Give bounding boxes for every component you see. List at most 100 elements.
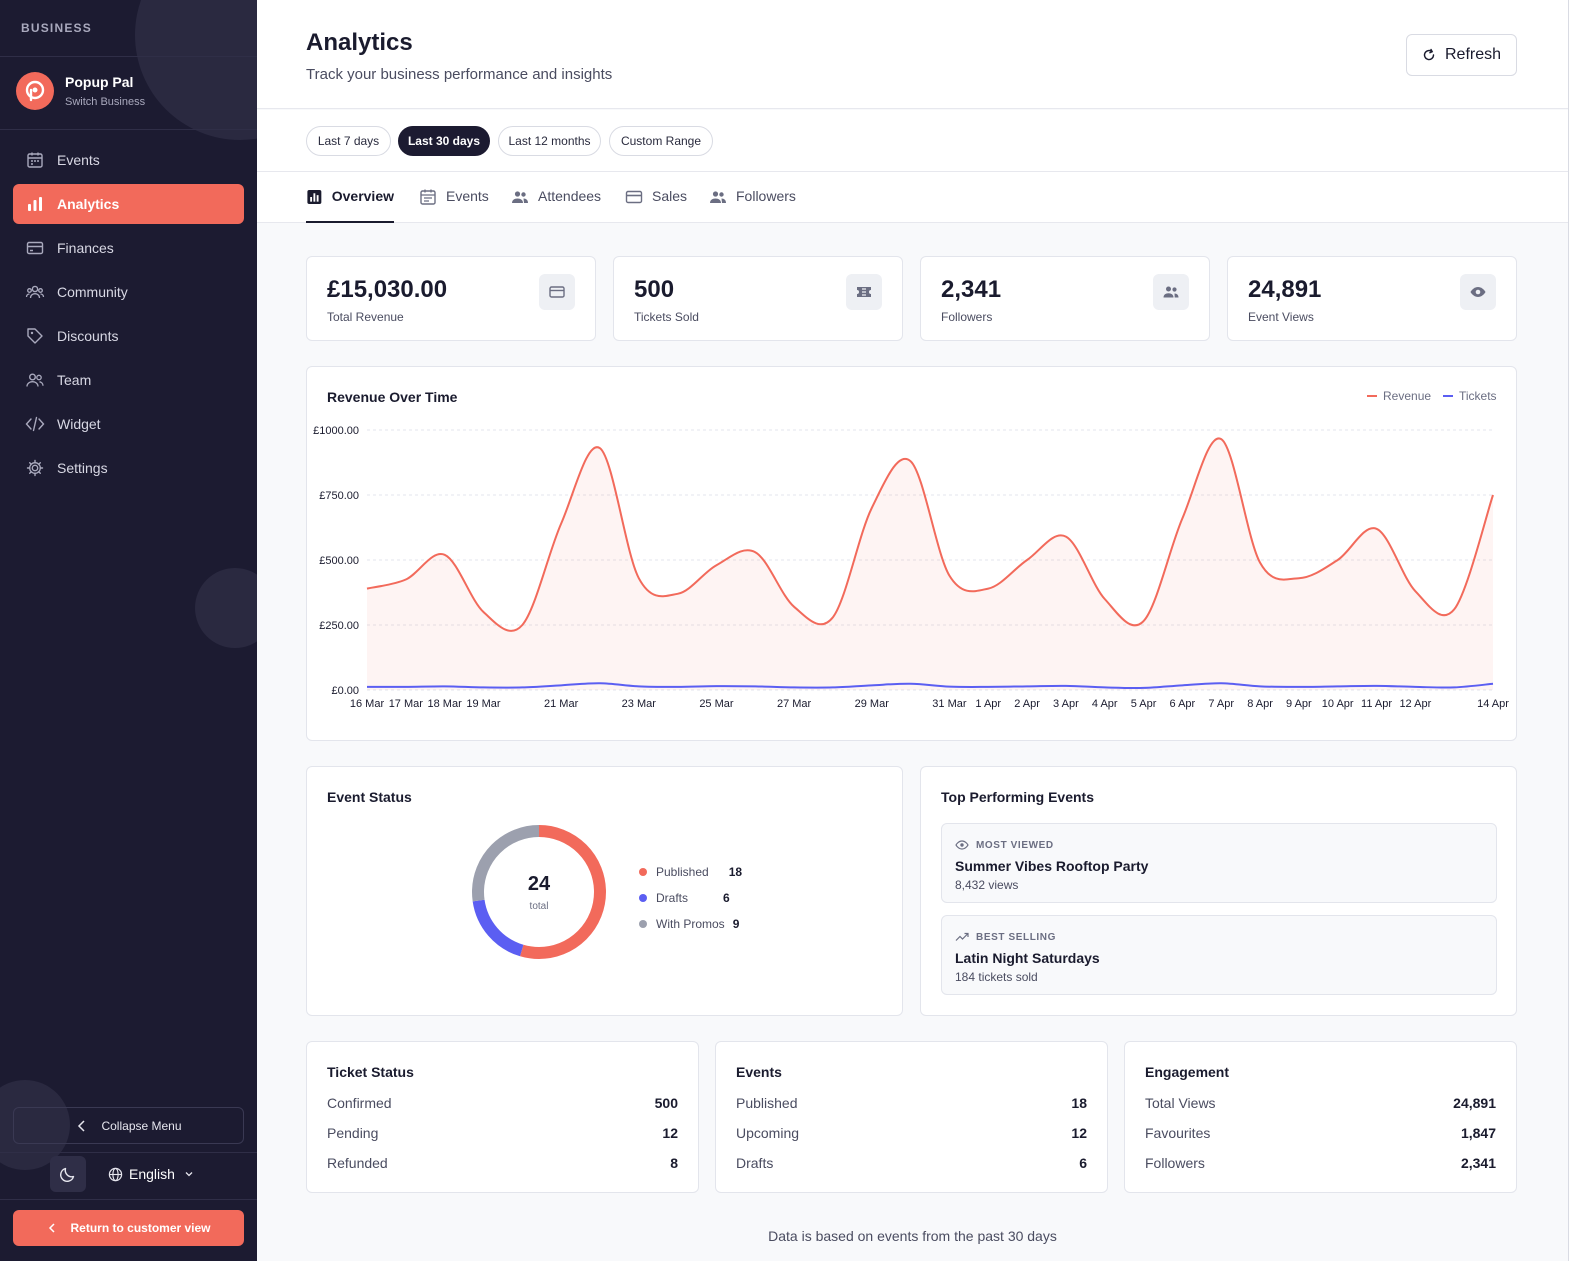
sidebar-item-team[interactable]: Team — [13, 360, 244, 400]
sidebar-item-widget[interactable]: Widget — [13, 404, 244, 444]
event-status-donut — [472, 825, 606, 959]
top-event-metric: 184 tickets sold — [955, 970, 1038, 984]
x-tick-label: 29 Mar — [855, 698, 890, 710]
x-tick-label: 17 Mar — [389, 698, 424, 710]
calendar-icon — [420, 189, 436, 205]
tab-followers[interactable]: Followers — [709, 188, 796, 223]
globe-icon — [108, 1167, 123, 1181]
refresh-button[interactable]: Refresh — [1406, 34, 1517, 76]
window-edge — [1568, 0, 1575, 1261]
tab-label: Attendees — [538, 188, 602, 204]
collapse-menu-button[interactable]: Collapse Menu — [13, 1107, 244, 1144]
return-to-customer-view-button[interactable]: Return to customer view — [13, 1210, 244, 1246]
sidebar-item-settings[interactable]: Settings — [13, 448, 244, 488]
tickets-line — [366, 682, 1494, 690]
chevron-left-icon — [78, 1119, 85, 1132]
tab-label: Sales — [652, 188, 688, 204]
donut-total-label: total — [529, 901, 549, 912]
top-event-name: Latin Night Saturdays — [955, 950, 1100, 966]
decorative-circle — [135, 0, 257, 140]
sidebar-section-label: BUSINESS — [21, 21, 92, 35]
date-range-filters: Last 7 days Last 30 days Last 12 months … — [257, 110, 1568, 172]
language-label: English — [129, 1166, 175, 1182]
filter-last-7-days[interactable]: Last 7 days — [306, 126, 391, 156]
top-event-metric: 8,432 views — [955, 878, 1019, 892]
y-tick-label: £750.00 — [319, 490, 359, 502]
ticket-icon — [846, 274, 882, 310]
y-tick-label: £250.00 — [319, 620, 359, 632]
top-event-name: Summer Vibes Rooftop Party — [955, 858, 1149, 874]
tab-attendees[interactable]: Attendees — [511, 188, 601, 223]
tab-sales[interactable]: Sales — [625, 188, 687, 223]
card-title: Engagement — [1145, 1064, 1230, 1080]
bar-chart-icon — [28, 197, 42, 211]
top-performing-events-card: Top Performing Events MOST VIEWED Summer… — [920, 766, 1517, 1016]
events-summary-card: Events Published 18 Upcoming 12 Drafts 6 — [715, 1041, 1108, 1193]
stat-label: Tickets Sold — [634, 310, 699, 324]
tab-label: Followers — [736, 188, 796, 204]
x-tick-label: 16 Mar — [350, 698, 385, 710]
sidebar-item-community[interactable]: Community — [13, 272, 244, 312]
sidebar-item-label: Events — [57, 152, 100, 168]
stat-card-total-revenue: £15,030.00 Total Revenue — [306, 256, 596, 341]
credit-card-icon — [26, 241, 44, 255]
chart-square-icon — [307, 190, 322, 204]
divider — [0, 1199, 257, 1200]
stat-value: 2,341 — [941, 276, 1002, 303]
event-status-card: Event Status 24 total Published 18 Drafts… — [306, 766, 903, 1016]
tab-events[interactable]: Events — [419, 188, 489, 223]
summary-row: Upcoming 12 — [736, 1125, 1087, 1141]
x-tick-label: 10 Apr — [1322, 698, 1354, 710]
x-tick-label: 21 Mar — [544, 698, 579, 710]
card-title: Ticket Status — [327, 1064, 414, 1080]
page-title: Analytics — [306, 29, 413, 56]
revenue-chart-card: Revenue Over Time Revenue Tickets £0.00 £… — [306, 366, 1517, 741]
users-icon — [25, 285, 45, 299]
x-tick-label: 1 Apr — [975, 698, 1001, 710]
moon-icon — [60, 1167, 75, 1182]
tab-overview[interactable]: Overview — [306, 188, 394, 223]
business-switcher[interactable]: Popup Pal Switch Business — [16, 72, 145, 110]
tag-icon — [27, 328, 43, 344]
tab-label: Events — [446, 188, 489, 204]
chart-title: Revenue Over Time — [327, 389, 458, 405]
legend-revenue[interactable]: Revenue — [1367, 389, 1431, 403]
x-tick-label: 3 Apr — [1053, 698, 1079, 710]
switch-business-link[interactable]: Switch Business — [65, 96, 146, 108]
revenue-line — [366, 437, 1494, 632]
theme-toggle-button[interactable] — [50, 1156, 86, 1192]
x-tick-label: 19 Mar — [466, 698, 501, 710]
stat-card-tickets-sold: 500 Tickets Sold — [613, 256, 903, 341]
sidebar-item-finances[interactable]: Finances — [13, 228, 244, 268]
summary-row: Total Views 24,891 — [1145, 1095, 1496, 1111]
legend-label: Tickets — [1459, 389, 1497, 403]
sidebar-item-discounts[interactable]: Discounts — [13, 316, 244, 356]
summary-row: Drafts 6 — [736, 1155, 1087, 1171]
event-status-legend: Published 18 Drafts 6 With Promos 9 — [639, 859, 742, 937]
x-tick-label: 18 Mar — [428, 698, 463, 710]
stat-card-event-views: 24,891 Event Views — [1227, 256, 1517, 341]
users-icon — [710, 191, 726, 203]
trending-up-icon — [955, 932, 969, 941]
card-title: Top Performing Events — [941, 789, 1094, 805]
top-event-best-selling[interactable]: BEST SELLING Latin Night Saturdays 184 t… — [941, 915, 1497, 995]
top-event-most-viewed[interactable]: MOST VIEWED Summer Vibes Rooftop Party 8… — [941, 823, 1497, 903]
card-title: Event Status — [327, 789, 412, 805]
language-selector[interactable]: English — [108, 1166, 194, 1182]
legend-swatch — [1443, 395, 1453, 397]
business-logo — [16, 72, 54, 110]
gear-icon — [26, 459, 44, 477]
sidebar-item-analytics[interactable]: Analytics — [13, 184, 244, 224]
stat-label: Total Revenue — [327, 310, 404, 324]
analytics-tabs: Overview Events Attendees Sales Follower… — [257, 172, 1568, 223]
stat-card-followers: 2,341 Followers — [920, 256, 1210, 341]
filter-last-12-months[interactable]: Last 12 months — [498, 126, 601, 156]
legend-tickets[interactable]: Tickets — [1443, 389, 1497, 403]
sidebar-item-events[interactable]: Events — [13, 140, 244, 180]
filter-custom-range[interactable]: Custom Range — [609, 126, 713, 156]
return-label: Return to customer view — [70, 1221, 211, 1235]
donut-total: 24 — [527, 873, 551, 895]
summary-row: Published 18 — [736, 1095, 1087, 1111]
top-event-kicker: BEST SELLING — [955, 930, 1056, 944]
filter-last-30-days[interactable]: Last 30 days — [398, 126, 490, 156]
